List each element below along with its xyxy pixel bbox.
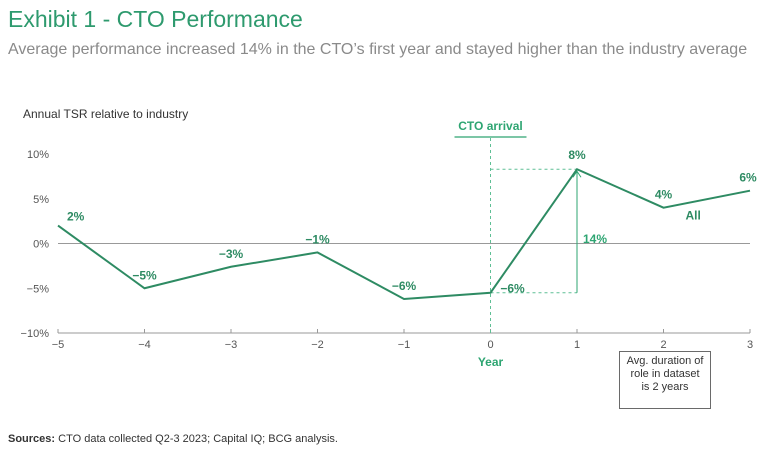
- x-tick-label: 1: [574, 339, 580, 351]
- y-axis-title: Annual TSR relative to industry: [23, 107, 188, 121]
- increase-label: 14%: [583, 232, 607, 246]
- x-tick-label: −2: [311, 339, 324, 351]
- y-tick-label: −5%: [27, 283, 50, 295]
- exhibit-title: Exhibit 1 - CTO Performance: [8, 6, 303, 32]
- data-label: 8%: [568, 148, 586, 162]
- x-tick-label: 3: [747, 339, 753, 351]
- y-axis-ticks: 10% 5% 0% −5% −10%: [21, 149, 50, 340]
- data-label: −1%: [305, 232, 330, 246]
- x-tick-label: −3: [225, 339, 238, 351]
- data-label: 2%: [67, 210, 85, 224]
- data-label: 4%: [655, 188, 673, 202]
- y-tick-label: 10%: [27, 149, 49, 161]
- cto-arrival-label: CTO arrival: [458, 119, 522, 133]
- x-axis-title: Year: [478, 355, 504, 369]
- x-axis-ticks: −5 −4 −3 −2 −1 0 1 2 3: [52, 329, 753, 351]
- source-note: Sources: CTO data collected Q2-3 2023; C…: [8, 433, 338, 445]
- series-label-all: All: [686, 209, 701, 223]
- data-label: −3%: [219, 247, 244, 261]
- duration-note-box: Avg. duration of role in dataset is 2 ye…: [619, 351, 711, 409]
- y-tick-label: −10%: [21, 328, 50, 340]
- data-label: 6%: [739, 171, 757, 185]
- data-label: −6%: [500, 282, 525, 296]
- data-labels: 2% −5% −3% −1% −6% −6% 8% 4% 6%: [67, 148, 757, 296]
- increase-arrowhead: [572, 170, 582, 178]
- source-text: CTO data collected Q2-3 2023; Capital IQ…: [55, 433, 338, 445]
- y-tick-label: 5%: [33, 194, 49, 206]
- series-line-all: [57, 167, 751, 301]
- x-tick-label: 0: [487, 339, 493, 351]
- data-label: −5%: [132, 268, 157, 282]
- x-tick-label: −1: [398, 339, 411, 351]
- source-label: Sources:: [8, 433, 56, 445]
- x-tick-label: −5: [52, 339, 65, 351]
- x-tick-label: −4: [138, 339, 151, 351]
- data-label: −6%: [392, 279, 417, 293]
- y-tick-label: 0%: [33, 239, 49, 251]
- exhibit-subtitle: Average performance increased 14% in the…: [8, 41, 748, 58]
- x-tick-label: 2: [660, 339, 666, 351]
